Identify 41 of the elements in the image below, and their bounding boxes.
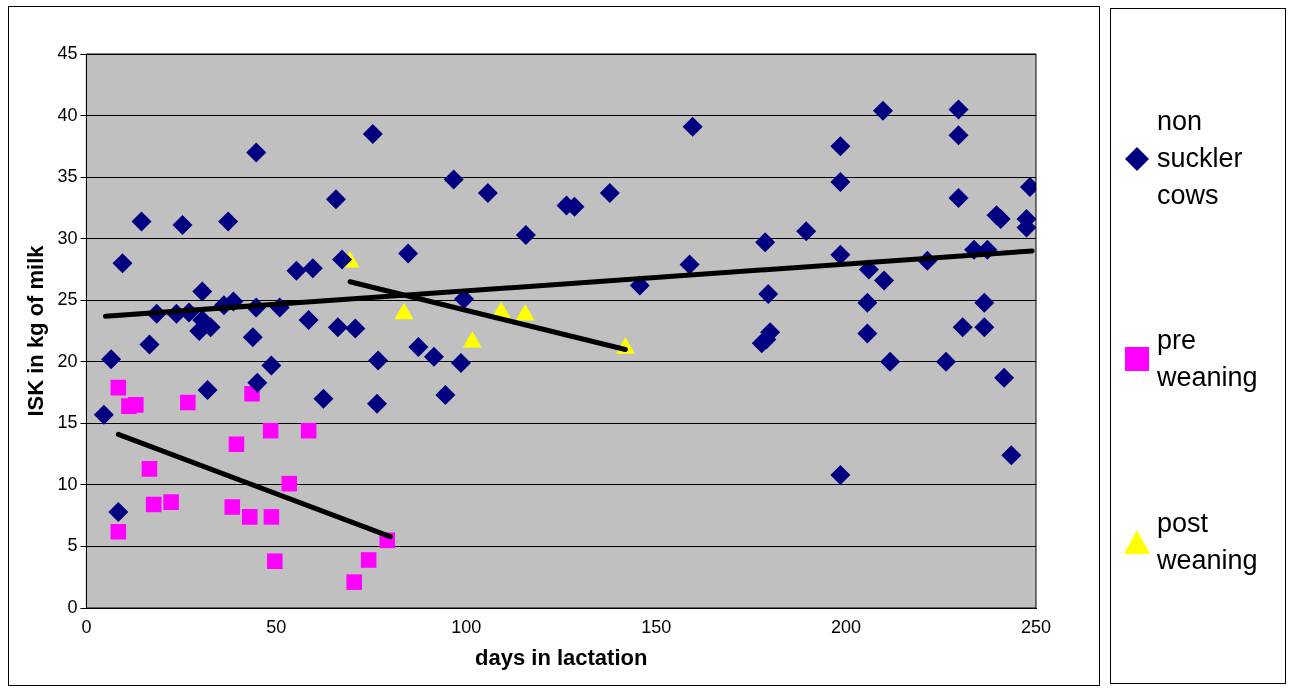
point xyxy=(394,302,414,320)
y-tick-label: 35 xyxy=(57,166,78,187)
y-tick-label: 15 xyxy=(57,412,78,433)
y-tick-label: 10 xyxy=(57,473,78,494)
x-tick-label: 250 xyxy=(1020,616,1052,637)
x-tick-label: 0 xyxy=(81,616,92,637)
point xyxy=(141,461,158,477)
point xyxy=(267,553,283,569)
point xyxy=(281,475,298,492)
point xyxy=(241,509,258,525)
x-axis-title: days in lactation xyxy=(475,644,648,670)
y-tick-label: 45 xyxy=(57,42,78,63)
point xyxy=(346,574,362,590)
point xyxy=(515,304,535,321)
legend-label: non suckler cows xyxy=(1157,105,1244,213)
point xyxy=(180,394,196,411)
x-tick-label: 150 xyxy=(641,616,672,637)
point xyxy=(145,496,162,513)
legend-label: post weaning xyxy=(1157,506,1259,577)
x-tick-label: 50 xyxy=(266,616,287,637)
point xyxy=(128,397,144,413)
point xyxy=(300,422,317,439)
point xyxy=(360,552,377,568)
point xyxy=(262,422,279,439)
legend-label: pre weaning xyxy=(1157,324,1259,395)
point xyxy=(462,331,482,348)
point xyxy=(263,509,280,525)
y-tick-label: 5 xyxy=(67,535,78,556)
point xyxy=(224,499,241,515)
y-tick-label: 25 xyxy=(57,289,78,310)
point xyxy=(110,523,127,540)
x-tick-label: 100 xyxy=(451,616,482,637)
y-tick-label: 40 xyxy=(57,104,78,125)
y-tick-label: 30 xyxy=(57,227,78,248)
y-tick-label: 20 xyxy=(57,350,78,371)
x-tick-label: 200 xyxy=(831,616,862,637)
point xyxy=(228,436,245,453)
y-tick-label: 0 xyxy=(67,596,78,617)
point xyxy=(110,379,127,396)
point xyxy=(163,494,179,510)
y-axis-title: ISK in kg of milk xyxy=(23,244,49,417)
